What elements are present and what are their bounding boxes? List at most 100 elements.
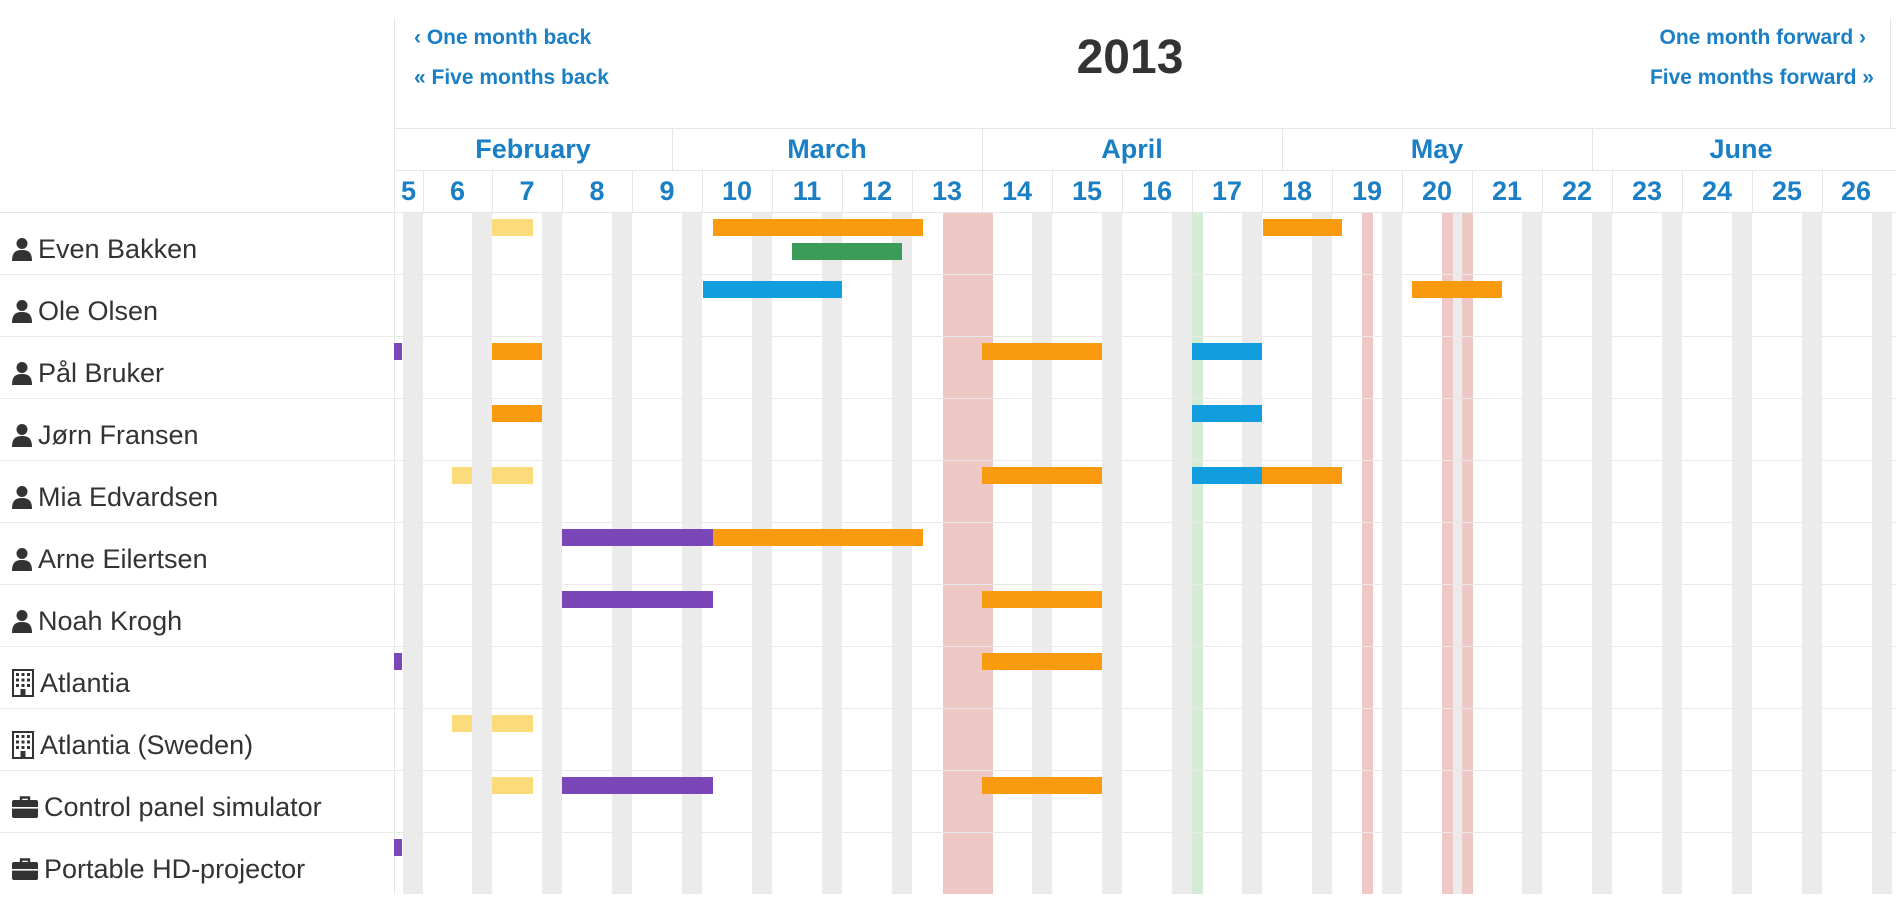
weekend-stripe [682, 213, 702, 894]
resource-row-label[interactable]: Control panel simulator [12, 776, 322, 838]
booking-bar[interactable] [492, 343, 542, 360]
week-17[interactable]: 17 [1211, 176, 1243, 206]
booking-bar[interactable] [982, 653, 1102, 670]
month-divider [982, 128, 983, 170]
week-divider [1612, 170, 1613, 212]
resource-row-label[interactable]: Even Bakken [12, 218, 197, 280]
five-months-forward-link[interactable]: Five months forward » [1649, 66, 1874, 89]
briefcase-icon [12, 796, 44, 818]
one-month-forward-link[interactable]: One month forward › [1659, 26, 1867, 49]
booking-bar[interactable] [1262, 467, 1342, 484]
week-9[interactable]: 9 [659, 176, 675, 206]
weekend-stripe [1312, 213, 1332, 894]
booking-bar[interactable] [1192, 405, 1262, 422]
resource-name: Ole Olsen [38, 295, 159, 326]
resource-row-label[interactable]: Mia Edvardsen [12, 466, 218, 528]
booking-bar[interactable] [982, 777, 1102, 794]
week-13[interactable]: 13 [931, 176, 963, 206]
week-divider [1542, 170, 1543, 212]
booking-bar[interactable] [394, 343, 402, 360]
week-25[interactable]: 25 [1771, 176, 1803, 206]
booking-bar[interactable] [713, 219, 923, 236]
week-18[interactable]: 18 [1281, 176, 1313, 206]
booking-bar[interactable] [792, 243, 902, 260]
week-19[interactable]: 19 [1351, 176, 1383, 206]
weekend-stripe [1592, 213, 1612, 894]
booking-bar[interactable] [562, 529, 713, 546]
month-february[interactable]: February [475, 134, 591, 164]
booking-bar[interactable] [394, 839, 402, 856]
week-8[interactable]: 8 [589, 176, 605, 206]
booking-bar[interactable] [394, 653, 402, 670]
weekend-stripe [542, 213, 562, 894]
booking-bar[interactable] [452, 715, 472, 732]
booking-bar[interactable] [492, 219, 533, 236]
booking-bar[interactable] [1192, 467, 1262, 484]
resource-name: Portable HD-projector [44, 853, 306, 884]
week-14[interactable]: 14 [1001, 176, 1033, 206]
resource-name: Atlantia [40, 667, 131, 698]
weekend-stripe [403, 213, 423, 894]
resource-row-label[interactable]: Jørn Fransen [12, 404, 199, 466]
booking-bar[interactable] [562, 591, 713, 608]
week-21[interactable]: 21 [1491, 176, 1523, 206]
booking-bar[interactable] [713, 529, 923, 546]
booking-bar[interactable] [562, 777, 713, 794]
resource-name: Control panel simulator [44, 791, 322, 822]
week-divider [1122, 170, 1123, 212]
resource-row-label[interactable]: Arne Eilertsen [12, 528, 208, 590]
resource-name: Even Bakken [38, 233, 198, 264]
resource-row-label[interactable]: Pål Bruker [12, 342, 164, 404]
booking-bar[interactable] [703, 281, 842, 298]
booking-bar[interactable] [1192, 343, 1262, 360]
booking-bar[interactable] [1412, 281, 1502, 298]
week-divider [1752, 170, 1753, 212]
person-icon [12, 485, 38, 509]
week-26[interactable]: 26 [1840, 176, 1872, 206]
week-16[interactable]: 16 [1141, 176, 1173, 206]
week-15[interactable]: 15 [1071, 176, 1103, 206]
booking-bar[interactable] [982, 343, 1102, 360]
booking-bar[interactable] [492, 715, 533, 732]
booking-bar[interactable] [452, 467, 472, 484]
holiday-band [1192, 213, 1203, 894]
booking-bar[interactable] [492, 777, 533, 794]
resource-name: Arne Eilertsen [38, 543, 208, 574]
five-months-back-link[interactable]: « Five months back [414, 66, 609, 89]
week-5[interactable]: 5 [400, 176, 417, 206]
one-month-back-link[interactable]: ‹ One month back [414, 26, 592, 49]
week-7[interactable]: 7 [519, 176, 535, 206]
week-22[interactable]: 22 [1561, 176, 1593, 206]
week-divider [1682, 170, 1683, 212]
booking-bar[interactable] [1263, 219, 1342, 236]
resource-row-label[interactable]: Ole Olsen [12, 280, 158, 342]
resource-row-label[interactable]: Portable HD-projector [12, 838, 305, 900]
month-june[interactable]: June [1709, 134, 1773, 164]
resource-row-label[interactable]: Atlantia (Sweden) [12, 714, 253, 776]
booking-bar[interactable] [492, 405, 542, 422]
week-divider [772, 170, 773, 212]
week-23[interactable]: 23 [1631, 176, 1663, 206]
week-11[interactable]: 11 [792, 176, 822, 206]
header-divider-months [394, 170, 1896, 171]
week-divider [1052, 170, 1053, 212]
month-may[interactable]: May [1410, 134, 1464, 164]
resource-name: Mia Edvardsen [38, 481, 219, 512]
month-march[interactable]: March [787, 134, 867, 164]
week-10[interactable]: 10 [721, 176, 753, 206]
header-divider-top [394, 128, 1896, 129]
week-12[interactable]: 12 [861, 176, 893, 206]
week-6[interactable]: 6 [449, 176, 466, 206]
booking-bar[interactable] [982, 591, 1102, 608]
row-divider [0, 832, 1896, 833]
week-24[interactable]: 24 [1701, 176, 1733, 206]
week-20[interactable]: 20 [1421, 176, 1453, 206]
booking-bar[interactable] [492, 467, 533, 484]
resource-row-label[interactable]: Atlantia [12, 652, 130, 714]
resource-row-label[interactable]: Noah Krogh [12, 590, 182, 652]
month-april[interactable]: April [1101, 134, 1163, 164]
person-icon [12, 361, 38, 385]
booking-bar[interactable] [982, 467, 1102, 484]
resource-name: Atlantia (Sweden) [40, 729, 254, 760]
weekend-stripe [1242, 213, 1262, 894]
